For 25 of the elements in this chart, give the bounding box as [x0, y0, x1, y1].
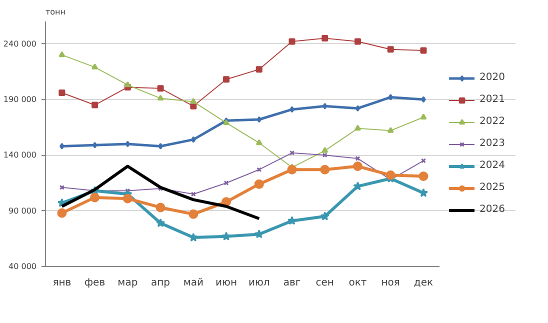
legend-label: 2021: [480, 94, 505, 106]
x-tick-label: авг: [283, 278, 301, 288]
legend-label: 2024: [480, 160, 505, 172]
x-tick-label: май: [183, 278, 204, 288]
legend-label: 2022: [480, 116, 505, 128]
x-tick-label: дек: [414, 278, 434, 288]
x-tick-label: мар: [118, 278, 138, 288]
x-tick-label: ноя: [381, 278, 400, 288]
y-tick-label: 40 000: [8, 262, 37, 271]
legend-label: 2025: [480, 182, 505, 194]
y-tick-label: 240 000: [3, 39, 37, 48]
x-tick-label: сен: [316, 278, 334, 288]
y-tick-label: 140 000: [3, 150, 37, 160]
x-tick-label: июн: [216, 278, 238, 288]
x-tick-label: янв: [52, 278, 72, 288]
x-tick-label: апр: [151, 278, 170, 288]
x-tick-label: июл: [248, 278, 270, 288]
x-tick-label: фев: [84, 278, 106, 288]
y-axis-title: тонн: [46, 8, 66, 16]
y-tick-label: 190 000: [3, 94, 37, 104]
legend-label: 2020: [480, 72, 505, 84]
y-tick-label: 90 000: [8, 206, 37, 216]
x-tick-label: окт: [348, 278, 367, 288]
legend-label: 2023: [480, 138, 505, 150]
legend-label: 2026: [480, 204, 505, 216]
